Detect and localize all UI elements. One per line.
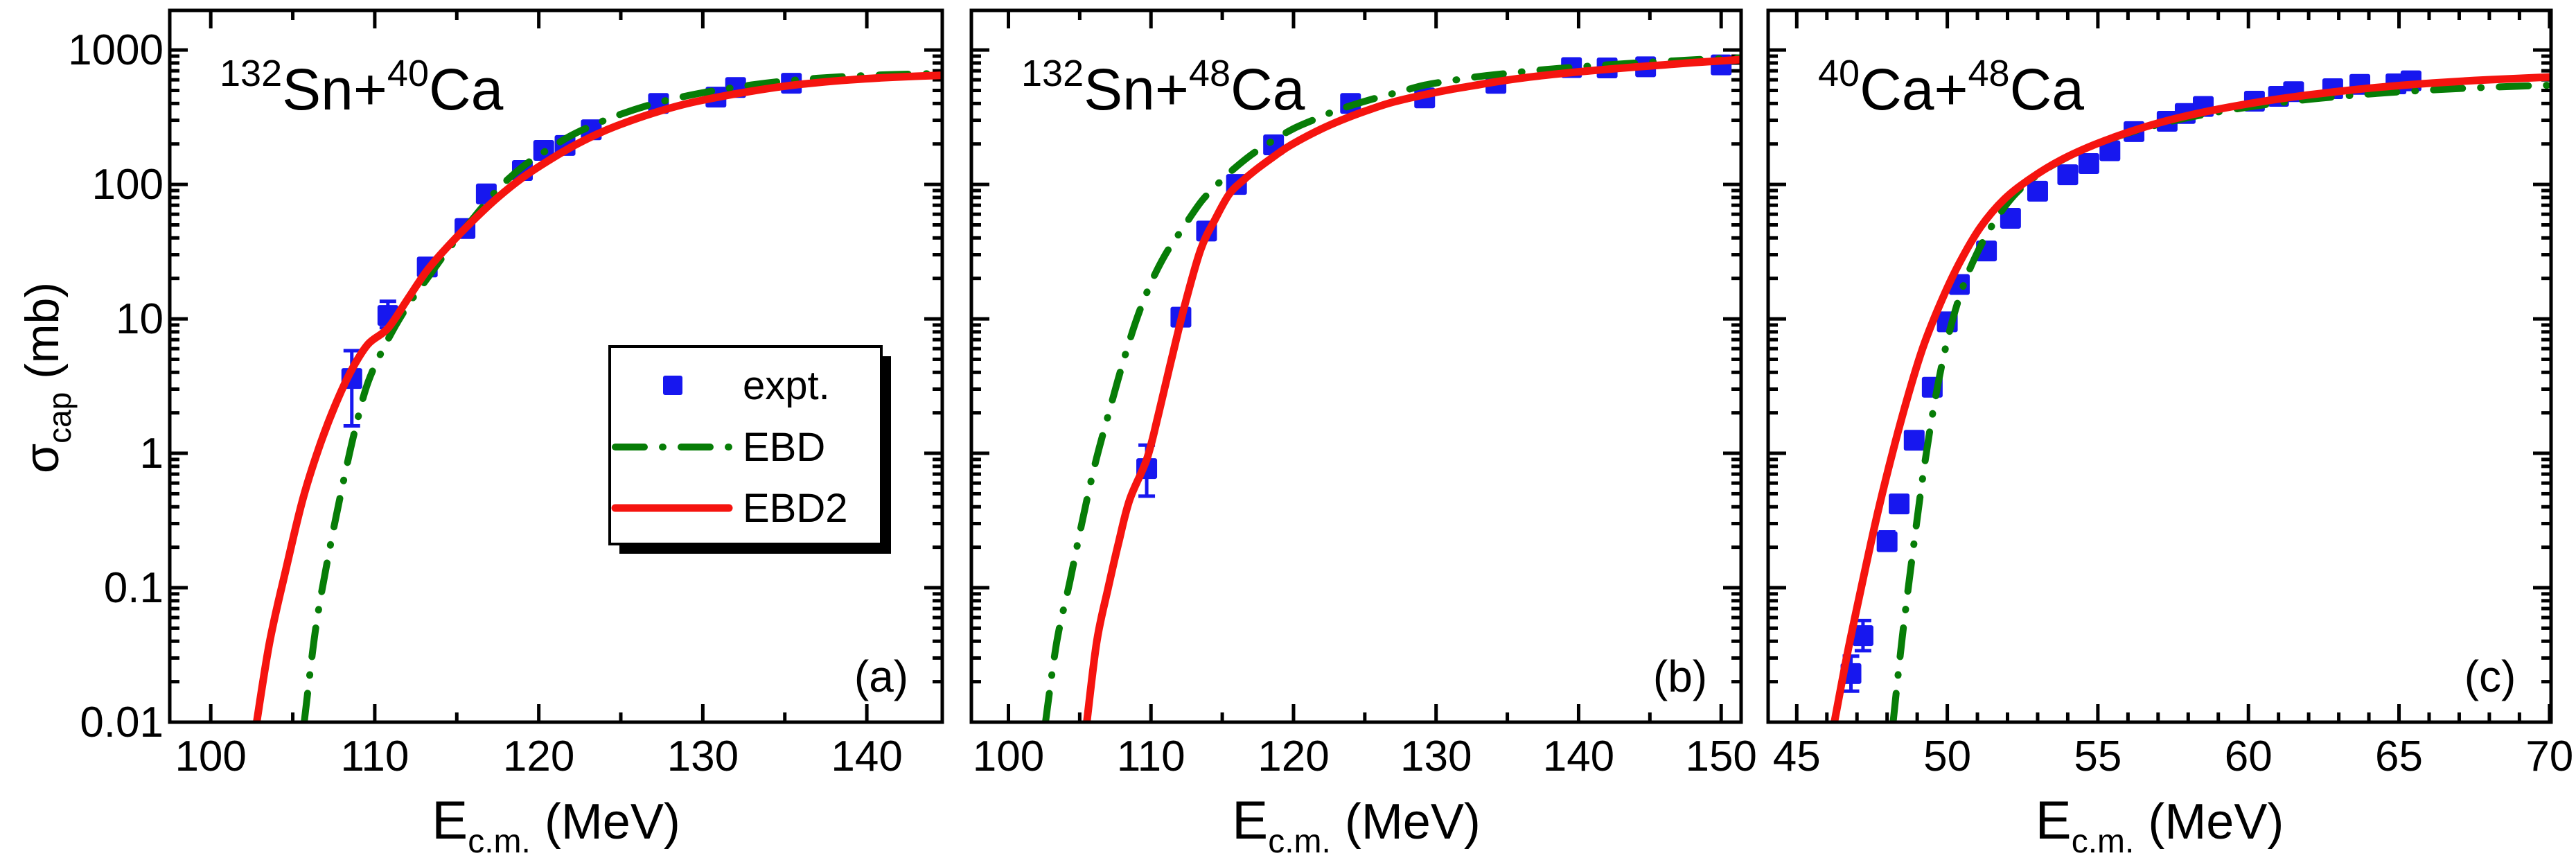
x-tick-label: 100 [175, 733, 246, 780]
legend-label: expt. [743, 363, 830, 408]
legend-square-marker [663, 376, 682, 395]
y-tick-label: 10 [116, 295, 164, 343]
expt-point [1852, 625, 1873, 647]
expt-point [1876, 531, 1898, 552]
x-axis-label: Ec.m. (MeV) [2036, 789, 2284, 860]
panel-letter: (c) [2464, 651, 2516, 701]
curves [1830, 73, 2550, 721]
ebd-curve [301, 69, 941, 721]
expt-point [1903, 430, 1925, 451]
x-tick-label: 45 [1773, 733, 1821, 780]
x-tick-label: 130 [1400, 733, 1472, 780]
y-tick-label: 1000 [68, 26, 164, 74]
ebd2-curve [1083, 55, 1740, 721]
y-tick-label: 1 [140, 430, 164, 478]
panel-b: 100 110 120 130 140 150 132Sn+48Ca (b) Ec.m. (Me… [969, 8, 1757, 860]
x-tick-label: 100 [973, 733, 1044, 780]
x-axis-label: Ec.m. (MeV) [432, 789, 680, 860]
x-tick-label: 70 [2525, 733, 2573, 780]
x-tick-label: 130 [667, 733, 739, 780]
x-tick-label: 120 [503, 733, 574, 780]
expt-point [2000, 207, 2021, 229]
x-axis-label: Ec.m. (MeV) [1232, 789, 1481, 860]
expt-point [2027, 180, 2048, 202]
legend-entry-expt: expt. [663, 363, 830, 408]
curves [1042, 54, 1740, 721]
panel-a: 100 110 120 130 140 132Sn+40Ca (a) Ec.m. (MeV) [168, 8, 944, 860]
y-axis-label: σcap (mb) [15, 282, 78, 473]
ebd-curve [1042, 54, 1740, 721]
legend-label: EBD2 [743, 486, 848, 531]
panel-frame [168, 8, 944, 724]
x-tick-label: 150 [1685, 733, 1756, 780]
panel-letter: (b) [1653, 651, 1707, 701]
expt-point [1889, 493, 1910, 515]
x-tick-label: 140 [1543, 733, 1614, 780]
expt-point [2057, 164, 2079, 186]
x-tick-label: 55 [2074, 733, 2121, 780]
y-tick-label: 100 [92, 161, 164, 209]
panel-frame [969, 8, 1743, 724]
curves [253, 69, 941, 721]
ebd2-curve [1830, 73, 2550, 721]
y-tick-label: 0.01 [80, 699, 164, 746]
legend-label: EBD [743, 425, 825, 470]
x-tick-label: 65 [2375, 733, 2423, 780]
panel-c: 45 50 55 60 65 70 40Ca+48Ca (c) Ec.m. (MeV) [1766, 8, 2573, 860]
x-tick-label: 120 [1258, 733, 1329, 780]
panel-title: 132Sn+40Ca [220, 53, 504, 122]
legend: expt. EBD EBD2 [608, 345, 891, 554]
x-tick-label: 110 [1117, 733, 1185, 780]
legend-entry-ebd2: EBD2 [611, 486, 848, 531]
panel-letter: (a) [854, 651, 908, 701]
x-tick-label: 50 [1923, 733, 1971, 780]
y-tick-label: 0.1 [104, 564, 164, 612]
panel-title: 40Ca+48Ca [1818, 53, 2084, 122]
x-tick-label: 60 [2225, 733, 2273, 780]
panel-title: 132Sn+48Ca [1021, 53, 1305, 122]
x-tick-label: 140 [831, 733, 902, 780]
expt-point [2099, 140, 2121, 161]
panel-frame [1766, 8, 2553, 724]
x-tick-label: 110 [340, 733, 409, 780]
expt-point [2078, 152, 2099, 174]
legend-entry-ebd: EBD [612, 425, 825, 470]
ebd2-curve [253, 71, 941, 721]
